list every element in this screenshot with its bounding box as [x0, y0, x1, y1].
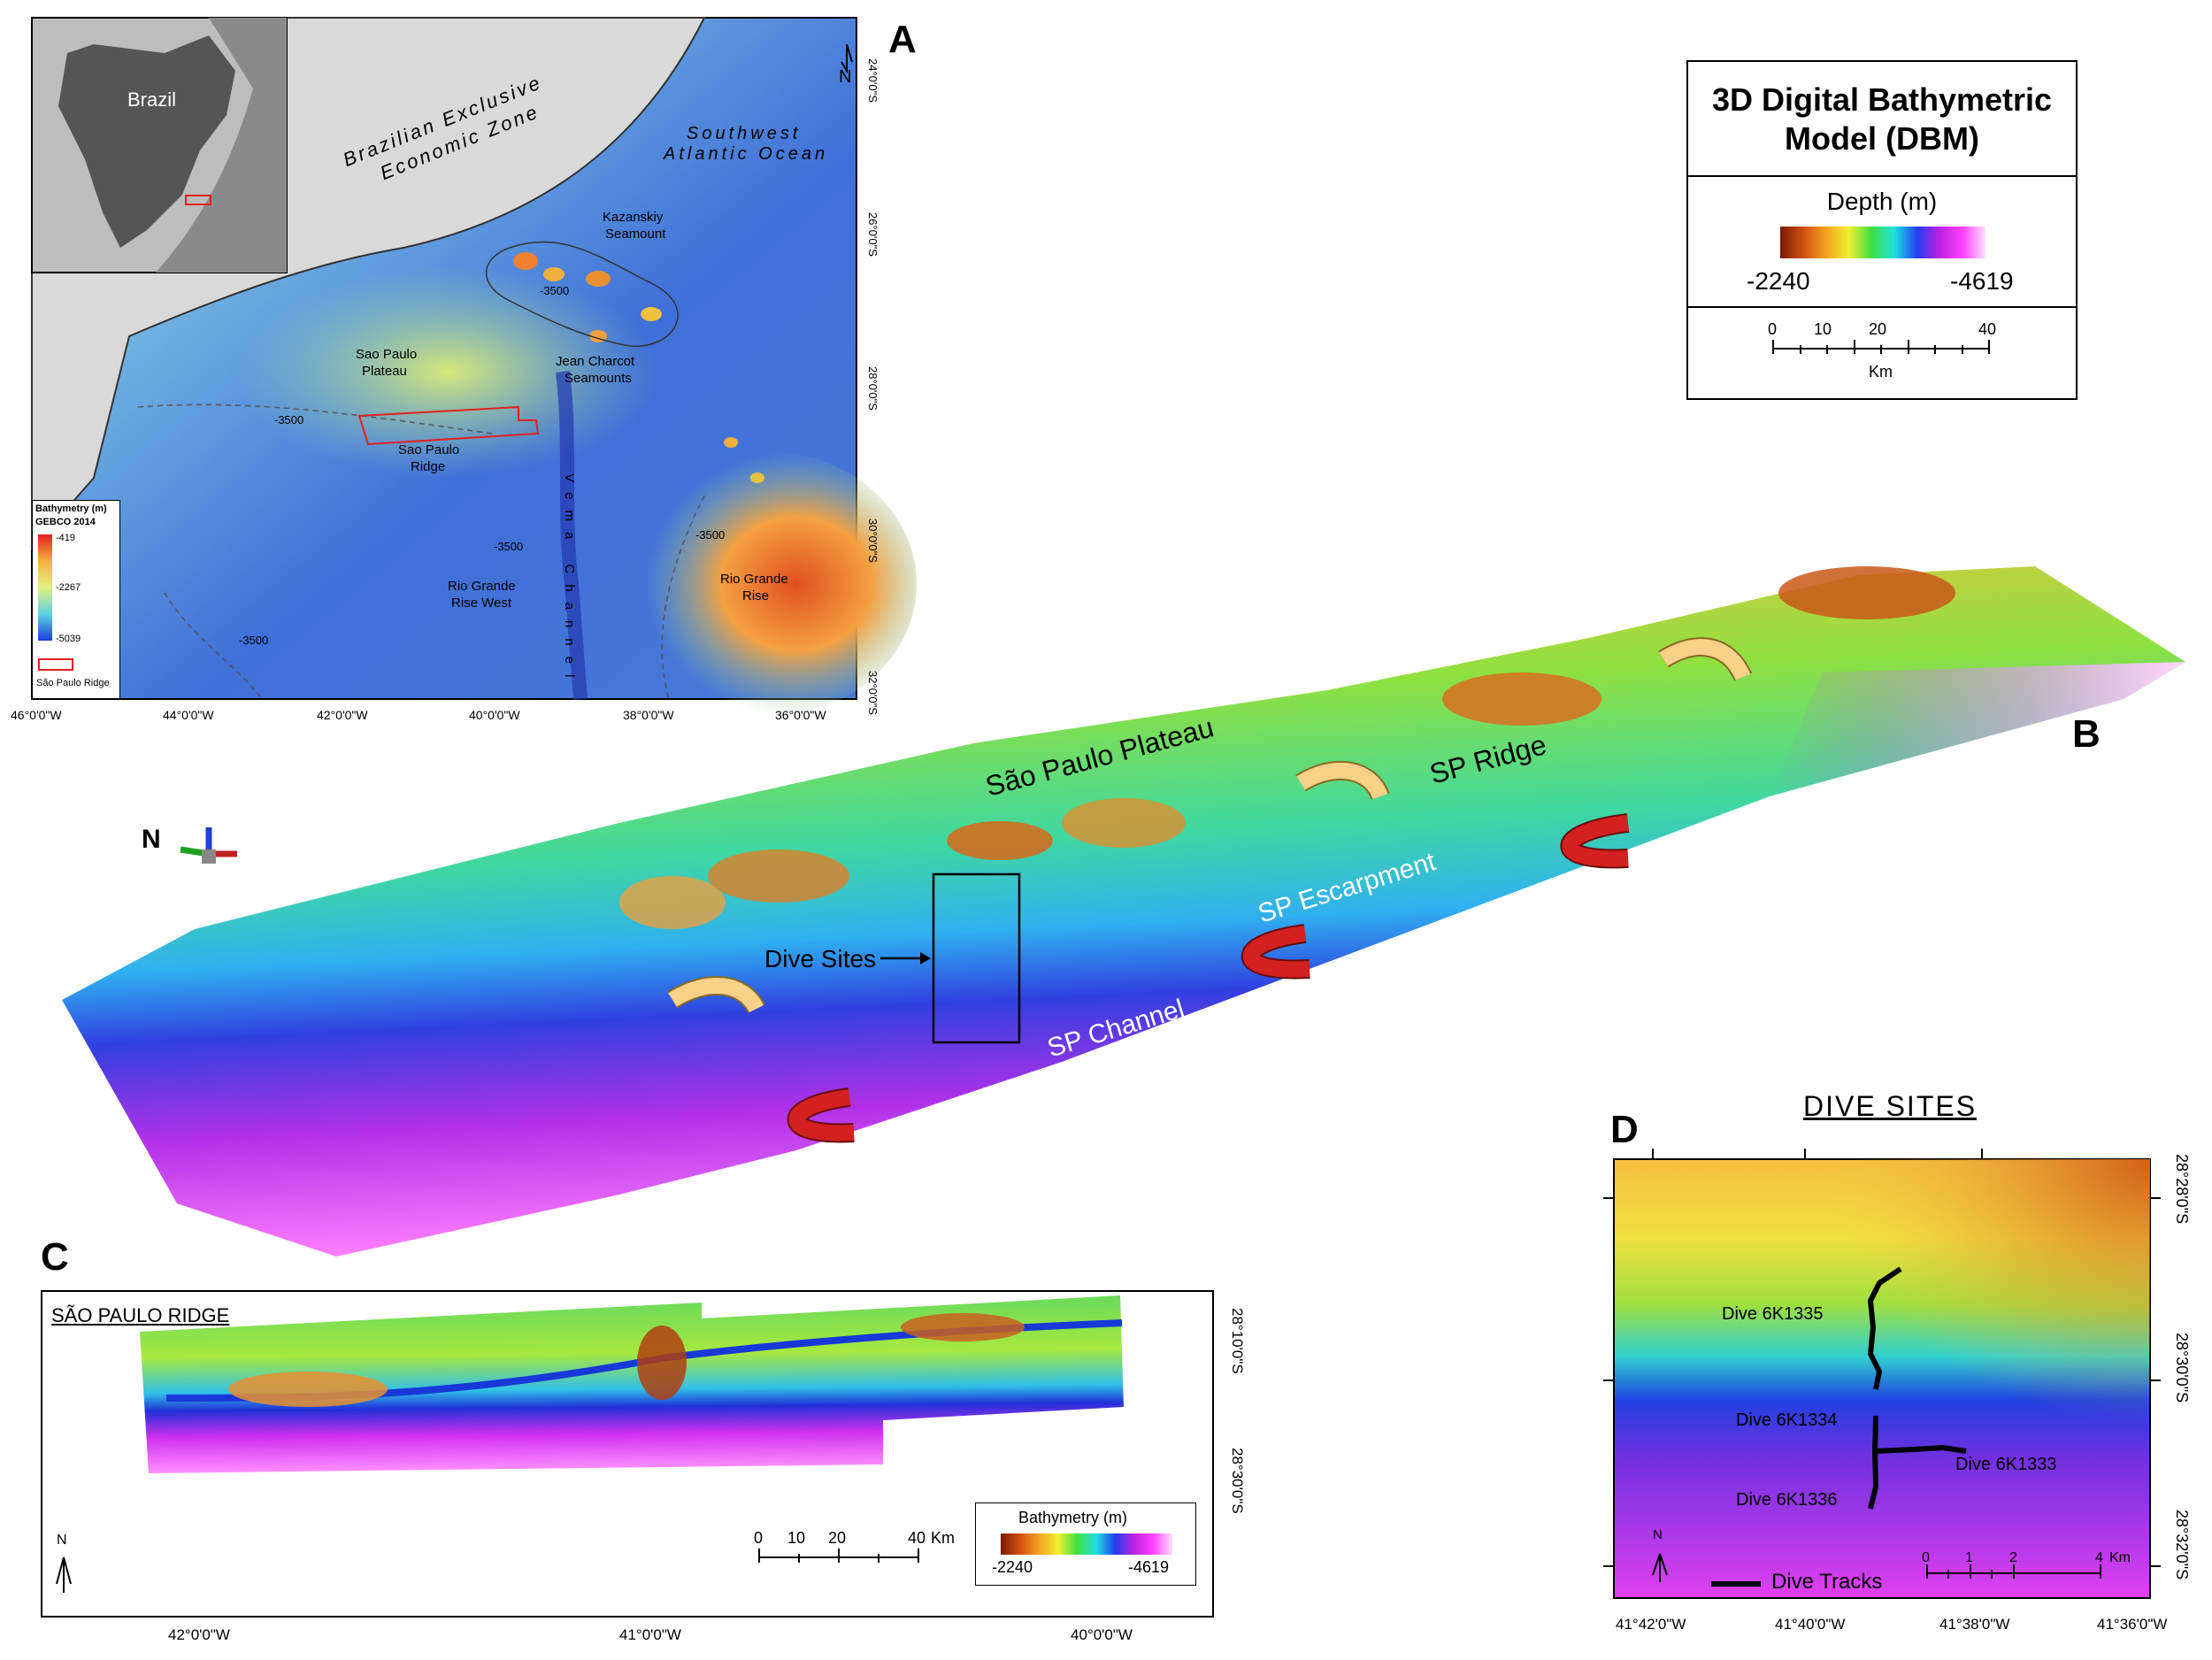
- lon-tick: 36°0'0"W: [775, 708, 826, 722]
- dbm-legend-box: 3D Digital Bathymetric Model (DBM) Depth…: [1686, 60, 2078, 400]
- ridge-panel-title: SÃO PAULO RIDGE: [51, 1304, 230, 1326]
- scale-unit: Km: [2109, 1550, 2131, 1565]
- legend-source: GEBCO 2014: [35, 517, 96, 527]
- ridge-bathymetry-strip: [56, 1295, 1124, 1593]
- lon-tick: 46°0'0"W: [11, 708, 62, 722]
- dive-sites-title: DIVE SITES: [1803, 1090, 1978, 1122]
- scale-unit: Km: [931, 1529, 955, 1547]
- lon-tick: 41°40'0"W: [1775, 1616, 1846, 1633]
- depth-min-label: -2240: [1747, 267, 1810, 295]
- sao-paulo-plateau-label-2: Plateau: [362, 364, 407, 379]
- dive-label: Dive 6K1333: [1955, 1455, 2057, 1474]
- scale-tick: 20: [1869, 320, 1887, 338]
- scale-tick: 0: [754, 1529, 764, 1547]
- lon-tick: 41°38'0"W: [1939, 1616, 2010, 1633]
- scale-tick: 40: [908, 1529, 926, 1547]
- scale-tick: 0: [1922, 1550, 1930, 1565]
- contour-label: -3500: [695, 528, 726, 542]
- ridge-legend-title: Bathymetry (m): [1018, 1509, 1128, 1526]
- legend-min: -5039: [56, 634, 81, 644]
- scale-tick: 40: [1978, 320, 1997, 338]
- legend-title: Bathymetry (m): [35, 503, 107, 514]
- scale-tick: 1: [1965, 1550, 1973, 1565]
- contour-label: -3500: [274, 413, 304, 427]
- dive-sites-map: [1603, 1149, 2161, 1599]
- ocean-label-line1: Southwest: [687, 124, 802, 143]
- dbm-scale-bar: [1772, 340, 1990, 354]
- lat-tick: 28°30'0"S: [1229, 1448, 1246, 1514]
- lon-tick: 38°0'0"W: [623, 708, 674, 722]
- rio-grande-rise-label-2: Rise: [742, 588, 770, 603]
- label-dive-sites: Dive Sites: [764, 945, 877, 972]
- kazanskiy-label-1: Kazanskiy: [603, 210, 664, 225]
- inset-country-label: Brazil: [127, 88, 177, 111]
- sao-paulo-ridge-label-2: Ridge: [411, 459, 446, 474]
- scale-tick: 10: [1814, 320, 1832, 338]
- jean-charcot-label-1: Jean Charcot: [556, 354, 635, 369]
- legend-ridge-swatch: [38, 658, 73, 671]
- depth-max-label: -4619: [1950, 267, 2014, 295]
- lon-tick: 40°0'0"W: [469, 708, 520, 722]
- depth-color-ramp: [1780, 227, 1985, 258]
- dive-label: Dive 6K1336: [1736, 1490, 1838, 1510]
- ridge-legend-ramp: [1001, 1533, 1172, 1555]
- lon-tick: 41°42'0"W: [1616, 1616, 1686, 1633]
- scale-tick: 4: [2095, 1550, 2103, 1565]
- dive-label: Dive 6K1335: [1722, 1304, 1824, 1324]
- panel-label-a: A: [888, 18, 917, 61]
- kazanskiy-label-2: Seamount: [605, 227, 666, 242]
- ridge-legend: Bathymetry (m) -2240 -4619: [975, 1502, 1196, 1586]
- ocean-label-line2: Atlantic Ocean: [664, 144, 829, 164]
- north-arrow-label: N: [839, 67, 852, 87]
- divider: [1688, 306, 2076, 308]
- scale-tick: 0: [1768, 320, 1778, 338]
- lon-tick: 41°0'0"W: [619, 1626, 681, 1643]
- depth-label: Depth (m): [1826, 188, 1938, 215]
- dbm-title-line2: Model (DBM): [1785, 120, 1979, 157]
- contour-label: -3500: [540, 284, 570, 297]
- legend-mid: -2267: [56, 582, 81, 593]
- north-label-3d: N: [142, 825, 161, 854]
- scale-unit: Km: [1869, 363, 1893, 380]
- lat-tick: 28°32'0"S: [2173, 1510, 2191, 1580]
- legend-ridge-label: São Paulo Ridge: [36, 678, 110, 688]
- legend-max: -419: [56, 533, 76, 543]
- jean-charcot-label-2: Seamounts: [565, 371, 632, 386]
- divider: [1688, 175, 2076, 177]
- panel-a-map: Brazil Brazilian Exclusive Economic Zone…: [31, 17, 917, 717]
- lat-tick: 28°30'0"S: [2173, 1333, 2191, 1403]
- dive-tracks-legend: Dive Tracks: [1771, 1570, 1883, 1594]
- north-label-c: N: [57, 1533, 67, 1548]
- legend-color-ramp: [38, 534, 52, 641]
- bathymetry-legend-a: Bathymetry (m) GEBCO 2014 -419 -2267 -50…: [32, 500, 120, 699]
- rio-grande-rise-west-label-1: Rio Grande: [448, 579, 516, 594]
- lat-tick: 28°28'0"S: [2173, 1154, 2191, 1225]
- panel-label-d: D: [1610, 1108, 1639, 1151]
- contour-label: -3500: [239, 634, 269, 647]
- scale-tick: 20: [828, 1529, 847, 1547]
- panel-label-b: B: [2072, 712, 2101, 756]
- panel-label-c: C: [41, 1235, 69, 1279]
- lat-tick: 28°10'0"S: [1229, 1308, 1246, 1374]
- lon-tick: 44°0'0"W: [163, 708, 214, 722]
- ridge-legend-min: -2240: [992, 1558, 1033, 1576]
- sao-paulo-ridge-label-1: Sao Paulo: [398, 442, 460, 457]
- north-label-d: N: [1653, 1527, 1663, 1542]
- rio-grande-rise-label-1: Rio Grande: [720, 572, 788, 587]
- lon-tick: 41°36'0"W: [2097, 1616, 2168, 1633]
- ridge-legend-max: -4619: [1128, 1558, 1170, 1576]
- rio-grande-rise-west-label-2: Rise West: [451, 596, 512, 611]
- contour-label: -3500: [494, 540, 524, 553]
- dbm-title-line1: 3D Digital Bathymetric: [1711, 81, 2053, 118]
- scale-tick: 10: [787, 1529, 806, 1547]
- lon-tick: 42°0'0"W: [317, 708, 368, 722]
- regional-bathymetry-map: [31, 17, 917, 717]
- dive-label: Dive 6K1334: [1736, 1410, 1838, 1430]
- sao-paulo-plateau-label-1: Sao Paulo: [356, 347, 418, 362]
- scale-tick: 2: [2009, 1550, 2017, 1565]
- lon-tick: 40°0'0"W: [1071, 1626, 1133, 1643]
- panel-c-box: SÃO PAULO RIDGE N 0 10 20 40 Km Bathymet…: [41, 1290, 1214, 1618]
- lon-tick: 42°0'0"W: [168, 1626, 230, 1643]
